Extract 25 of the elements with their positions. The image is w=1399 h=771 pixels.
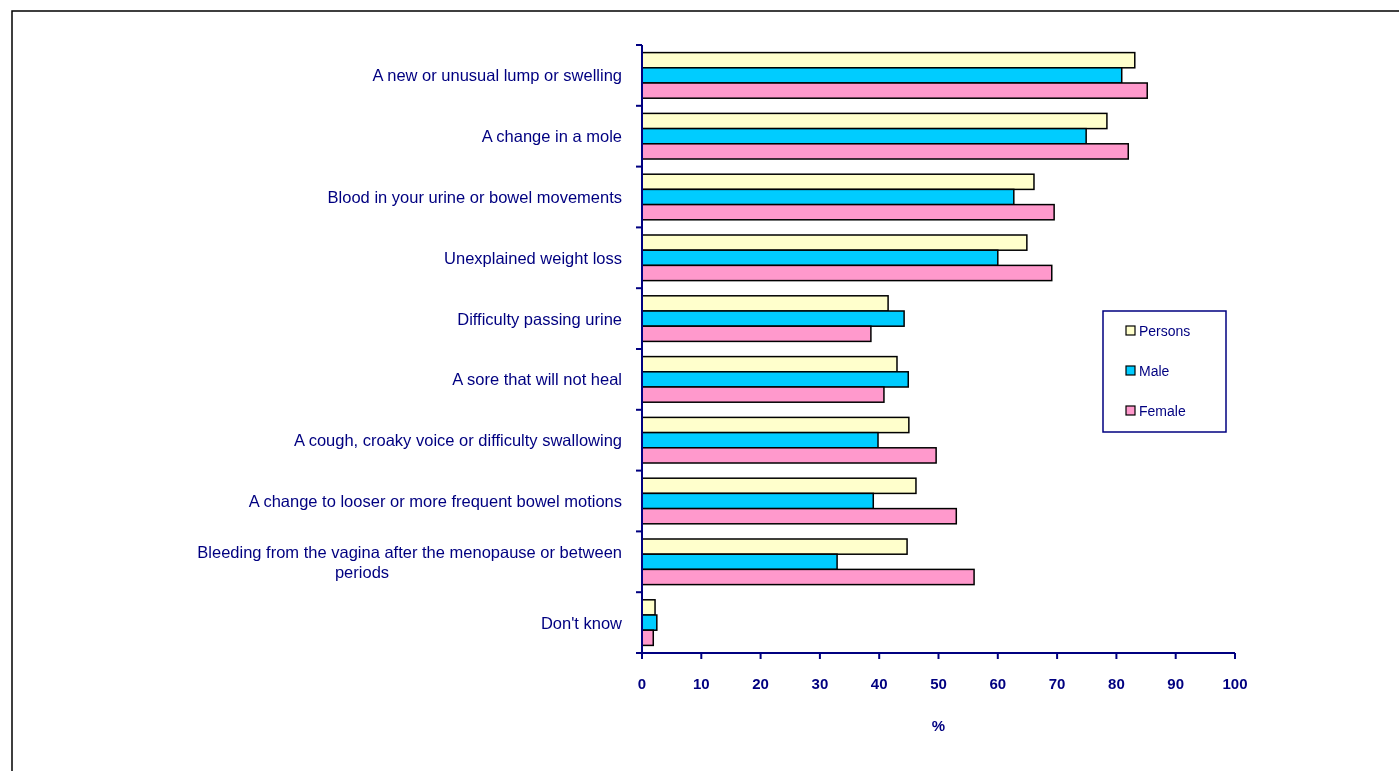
x-axis-title: %	[931, 717, 946, 734]
y-tick-label: Bleeding from the vagina after the menopause or between periods	[197, 542, 622, 581]
legend-label: Male	[1139, 363, 1170, 379]
y-tick-label: Unexplained weight loss	[444, 248, 622, 267]
x-tick-label: 80	[1108, 675, 1125, 692]
x-tick-label: 20	[752, 675, 769, 692]
y-tick-label: Difficulty passing urine	[457, 309, 622, 328]
x-tick-label: 50	[930, 675, 947, 692]
x-tick-label: 0	[637, 675, 647, 692]
legend-label: Female	[1139, 403, 1186, 419]
y-tick-label: A new or unusual lump or swelling	[372, 66, 622, 85]
legend-label: Persons	[1139, 323, 1191, 339]
y-tick-label: A sore that will not heal	[452, 370, 622, 389]
y-tick-label: A change to looser or more frequent bowel motions	[248, 492, 622, 510]
y-tick-label: Don't know	[540, 613, 623, 632]
y-tick-label: Blood in your urine or bowel movements	[327, 188, 622, 206]
x-tick-label: 10	[692, 675, 710, 692]
x-tick-label: 70	[1048, 675, 1066, 692]
y-tick-label: A cough, croaky voice or difficulty swallowing	[293, 431, 622, 450]
x-tick-label: 90	[1167, 675, 1185, 692]
y-tick-label: A change in a mole	[481, 127, 622, 146]
x-tick-label: 60	[989, 675, 1007, 692]
x-tick-label: 30	[811, 675, 829, 692]
x-tick-label: 100	[1222, 675, 1248, 692]
x-tick-label: 40	[870, 675, 888, 692]
